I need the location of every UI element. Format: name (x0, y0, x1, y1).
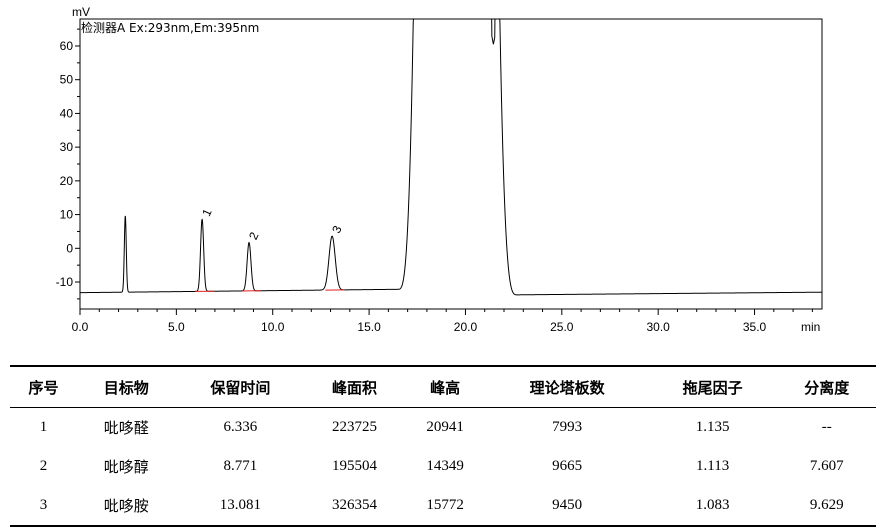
cell-theoretical-plates: 9450 (486, 486, 647, 526)
cell-index: 1 (10, 408, 77, 448)
x-tick-label: 25.0 (550, 320, 574, 334)
cell-retention-time: 8.771 (175, 447, 305, 486)
cell-target: 吡哆醇 (77, 447, 175, 486)
table-header-row: 序号 目标物 保留时间 峰面积 峰高 理论塔板数 拖尾因子 分离度 (10, 366, 876, 408)
chromatogram-trace (80, 19, 822, 295)
cell-peak-area: 195504 (305, 447, 403, 486)
x-tick-label: 10.0 (261, 320, 285, 334)
y-tick-label: 10 (60, 208, 74, 222)
peak-label: 1 (199, 206, 215, 218)
cell-tailing-factor: 1.135 (648, 408, 778, 448)
peak-label: 3 (329, 223, 345, 235)
y-unit-label: mV (72, 5, 90, 19)
cell-target: 吡哆胺 (77, 486, 175, 526)
header-peak-height: 峰高 (404, 366, 487, 408)
y-tick-label: 40 (60, 106, 74, 120)
table-row: 2 吡哆醇 8.771 195504 14349 9665 1.113 7.60… (10, 447, 876, 486)
cell-target: 吡哆醛 (77, 408, 175, 448)
table-row: 1 吡哆醛 6.336 223725 20941 7993 1.135 -- (10, 408, 876, 448)
header-index: 序号 (10, 366, 77, 408)
header-theoretical-plates: 理论塔板数 (486, 366, 647, 408)
cell-peak-height: 14349 (404, 447, 487, 486)
x-unit-label: min (801, 320, 820, 334)
cell-peak-height: 20941 (404, 408, 487, 448)
cell-resolution: 7.607 (778, 447, 876, 486)
cell-resolution: 9.629 (778, 486, 876, 526)
cell-theoretical-plates: 7993 (486, 408, 647, 448)
cell-peak-area: 223725 (305, 408, 403, 448)
cell-index: 2 (10, 447, 77, 486)
cell-retention-time: 13.081 (175, 486, 305, 526)
chart-axes: -10 0 10 20 30 40 50 60 0.0 5.0 10.0 15.0 20.0 25.0 30… (56, 19, 822, 334)
results-table: 序号 目标物 保留时间 峰面积 峰高 理论塔板数 拖尾因子 分离度 1 吡哆醛 … (10, 365, 876, 527)
cell-peak-height: 15772 (404, 486, 487, 526)
x-tick-label: 0.0 (72, 320, 89, 334)
peak-labels: 1 2 3 (199, 206, 345, 242)
cell-resolution: -- (778, 408, 876, 448)
x-tick-label: 15.0 (357, 320, 381, 334)
header-peak-area: 峰面积 (305, 366, 403, 408)
y-tick-label: 60 (60, 39, 74, 53)
cell-tailing-factor: 1.083 (648, 486, 778, 526)
cell-theoretical-plates: 9665 (486, 447, 647, 486)
cell-index: 3 (10, 486, 77, 526)
cell-peak-area: 326354 (305, 486, 403, 526)
y-tick-label: 20 (60, 174, 74, 188)
x-tick-label: 5.0 (168, 320, 185, 334)
x-tick-label: 35.0 (743, 320, 767, 334)
table-row: 3 吡哆胺 13.081 326354 15772 9450 1.083 9.6… (10, 486, 876, 526)
y-tick-label: 0 (66, 241, 73, 255)
peak-label: 2 (246, 230, 262, 242)
cell-retention-time: 6.336 (175, 408, 305, 448)
chromatogram-chart: -10 0 10 20 30 40 50 60 0.0 5.0 10.0 15.0 20.0 25.0 30… (0, 0, 889, 345)
x-tick-label: 30.0 (647, 320, 671, 334)
y-tick-label: 30 (60, 140, 74, 154)
plot-frame (80, 19, 822, 309)
y-tick-label: 50 (60, 73, 74, 87)
detector-label: 检测器A Ex:293nm,Em:395nm (81, 20, 259, 35)
x-tick-label: 20.0 (454, 320, 478, 334)
header-resolution: 分离度 (778, 366, 876, 408)
header-tailing-factor: 拖尾因子 (648, 366, 778, 408)
header-retention-time: 保留时间 (175, 366, 305, 408)
y-tick-label: -10 (56, 275, 74, 289)
cell-tailing-factor: 1.113 (648, 447, 778, 486)
header-target: 目标物 (77, 366, 175, 408)
